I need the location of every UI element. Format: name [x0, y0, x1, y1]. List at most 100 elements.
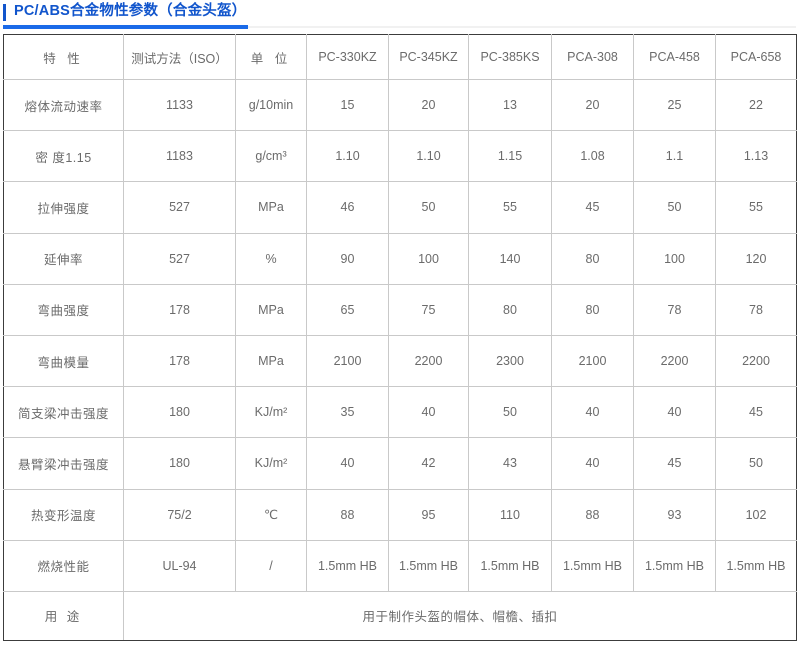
cell-value: 40 — [633, 386, 716, 439]
cell-value: 1.5mm HB — [633, 539, 716, 592]
cell-property: 简支梁冲击强度 — [3, 386, 124, 439]
cell-unit: % — [235, 232, 307, 285]
cell-value: 2200 — [633, 334, 716, 388]
cell-value: 2100 — [306, 334, 389, 388]
cell-value: 90 — [306, 232, 389, 285]
cell-value: 40 — [388, 386, 469, 439]
cell-value: 80 — [468, 283, 552, 336]
column-header: PCA-658 — [715, 34, 797, 80]
cell-property: 延伸率 — [3, 232, 124, 285]
table-row: 燃烧性能 UL-94/1.5mm HB 1.5mm HB 1.5mm HB 1.5mm … — [3, 539, 797, 592]
table-row: 热变形温度 75/2 ℃ 88 95 110 88 93 102 — [3, 488, 797, 541]
cell-value: 1.1 — [633, 130, 716, 183]
cell-value: 20 — [388, 78, 469, 132]
cell-value: 46 — [306, 181, 389, 234]
table-row: 弯曲强度 178 MPa 65 75 80 80 78 78 — [3, 283, 797, 336]
cell-value: 78 — [715, 283, 797, 336]
cell-unit: g/10min — [235, 78, 307, 132]
table-row: 密 度1.15 1183 g/cm³ 1.10 1.10 1.15 1.08 1.1 1.13 — [3, 130, 797, 183]
title-underline — [3, 25, 796, 29]
cell-usage-label: 用 途 — [3, 590, 124, 641]
cell-value: 55 — [715, 181, 797, 234]
cell-value: 80 — [551, 232, 634, 285]
cell-value: 1.5mm HB — [715, 539, 797, 592]
title-accent-bar — [3, 4, 6, 21]
cell-unit: / — [235, 539, 307, 592]
column-header: PC-330KZ — [306, 34, 389, 80]
table-row: 悬臂梁冲击强度 180 KJ/m² 40 42 43 40 45 50 — [3, 437, 797, 490]
cell-value: 88 — [551, 488, 634, 541]
cell-value: 2200 — [715, 334, 797, 388]
cell-value: 1.15 — [468, 130, 552, 183]
cell-value: 1.5mm HB — [468, 539, 552, 592]
cell-test-method: 178 — [123, 283, 236, 336]
cell-value: 88 — [306, 488, 389, 541]
cell-property: 燃烧性能 — [3, 539, 124, 592]
table-row: 熔体流动速率 1133 g/10min 15 20 13 20 25 22 — [3, 78, 797, 132]
cell-value: 2100 — [551, 334, 634, 388]
cell-value: 1.13 — [715, 130, 797, 183]
spec-table: 特 性测试方法（ISO）单 位 PC-330KZ PC-345KZ PC-385KS P… — [3, 34, 797, 641]
column-header: PC-385KS — [468, 34, 552, 80]
cell-value: 102 — [715, 488, 797, 541]
cell-test-method: 1183 — [123, 130, 236, 183]
page-title-block: PC/ABS合金物性参数（合金头盔） — [0, 0, 800, 34]
cell-value: 50 — [715, 437, 797, 490]
column-header: PCA-308 — [551, 34, 634, 80]
cell-value: 1.5mm HB — [306, 539, 389, 592]
column-header: 单 位 — [235, 34, 307, 80]
title-underline-accent — [3, 25, 248, 29]
cell-value: 1.5mm HB — [551, 539, 634, 592]
column-header: PCA-458 — [633, 34, 716, 80]
cell-unit: KJ/m² — [235, 386, 307, 439]
cell-value: 80 — [551, 283, 634, 336]
cell-unit: g/cm³ — [235, 130, 307, 183]
title-underline-muted — [3, 26, 796, 28]
cell-value: 1.10 — [306, 130, 389, 183]
cell-value: 45 — [551, 181, 634, 234]
cell-unit: ℃ — [235, 488, 307, 541]
cell-value: 110 — [468, 488, 552, 541]
table-row: 拉伸强度 527 MPa 46 50 55 45 50 55 — [3, 181, 797, 234]
cell-value: 65 — [306, 283, 389, 336]
cell-value: 13 — [468, 78, 552, 132]
cell-value: 40 — [551, 386, 634, 439]
cell-test-method: 180 — [123, 437, 236, 490]
cell-usage-value: 用于制作头盔的帽体、帽檐、插扣 — [123, 590, 797, 641]
cell-value: 55 — [468, 181, 552, 234]
cell-value: 35 — [306, 386, 389, 439]
cell-value: 45 — [715, 386, 797, 439]
cell-property: 拉伸强度 — [3, 181, 124, 234]
table-row: 弯曲模量 178 MPa 2100 2200 2300 2100 2200 2200 — [3, 334, 797, 388]
cell-property: 弯曲模量 — [3, 334, 124, 388]
cell-value: 2200 — [388, 334, 469, 388]
cell-value: 40 — [306, 437, 389, 490]
column-header: PC-345KZ — [388, 34, 469, 80]
cell-value: 20 — [551, 78, 634, 132]
page-title: PC/ABS合金物性参数（合金头盔） — [14, 3, 247, 19]
cell-test-method: 178 — [123, 334, 236, 388]
cell-test-method: UL-94 — [123, 539, 236, 592]
cell-value: 25 — [633, 78, 716, 132]
cell-value: 50 — [388, 181, 469, 234]
cell-test-method: 75/2 — [123, 488, 236, 541]
cell-value: 15 — [306, 78, 389, 132]
cell-property: 悬臂梁冲击强度 — [3, 437, 124, 490]
cell-property: 弯曲强度 — [3, 283, 124, 336]
cell-property: 热变形温度 — [3, 488, 124, 541]
cell-value: 2300 — [468, 334, 552, 388]
cell-value: 1.08 — [551, 130, 634, 183]
cell-test-method: 1133 — [123, 78, 236, 132]
cell-value: 45 — [633, 437, 716, 490]
cell-value: 78 — [633, 283, 716, 336]
cell-value: 100 — [388, 232, 469, 285]
cell-value: 75 — [388, 283, 469, 336]
cell-value: 50 — [633, 181, 716, 234]
cell-test-method: 527 — [123, 232, 236, 285]
cell-test-method: 527 — [123, 181, 236, 234]
cell-value: 95 — [388, 488, 469, 541]
column-header: 特 性 — [3, 34, 124, 80]
cell-value: 40 — [551, 437, 634, 490]
table-header-row: 特 性测试方法（ISO）单 位 PC-330KZ PC-345KZ PC-385KS P… — [3, 34, 797, 80]
cell-value: 43 — [468, 437, 552, 490]
